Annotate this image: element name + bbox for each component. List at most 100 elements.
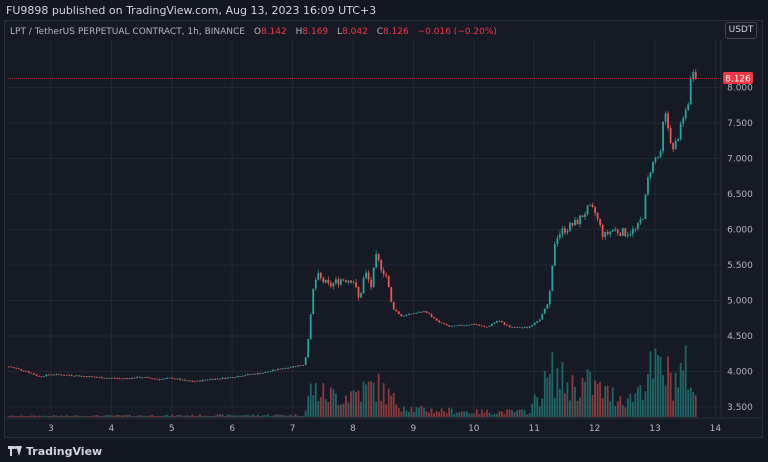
candle-body — [274, 369, 277, 371]
candle-body — [654, 157, 657, 162]
candle-body — [382, 270, 385, 275]
candle-body — [576, 219, 579, 225]
volume-bar — [264, 415, 267, 417]
candle-body — [639, 219, 642, 224]
volume-bar — [624, 407, 627, 417]
volume-bar — [121, 415, 123, 417]
y-tick-label: 3.500 — [727, 403, 753, 413]
volume-bar — [105, 415, 108, 417]
volume-bar — [256, 414, 259, 417]
volume-bar — [531, 403, 534, 417]
volume-bar — [569, 400, 571, 417]
candle-body — [178, 378, 181, 381]
candle-body — [143, 377, 146, 378]
candle-body — [15, 367, 18, 369]
volume-bar — [478, 414, 481, 417]
volume-bar — [216, 414, 219, 417]
candle-body — [596, 213, 599, 219]
volume-bar — [649, 351, 652, 417]
candle-body — [284, 367, 287, 369]
volume-bar — [548, 373, 551, 417]
tradingview-brand: TradingView — [26, 444, 103, 458]
volume-bar — [239, 415, 242, 417]
volume-bar — [226, 414, 229, 417]
volume-bar — [38, 415, 40, 417]
volume-bar — [334, 393, 337, 417]
candle-body — [7, 366, 10, 368]
candle-body — [254, 373, 257, 375]
candle-body — [460, 325, 463, 326]
candle-body — [694, 71, 697, 79]
volume-bar — [594, 380, 597, 417]
volume-bar — [201, 416, 204, 417]
candle-body — [493, 322, 496, 324]
candle-body — [488, 325, 491, 327]
tradingview-footer[interactable]: TradingView — [8, 443, 102, 459]
volume-bar — [292, 415, 295, 417]
volume-bar — [249, 415, 252, 417]
candle-body — [131, 377, 133, 379]
volume-bar — [458, 412, 461, 417]
volume-bar — [410, 407, 413, 417]
candle-body — [594, 207, 597, 214]
volume-bar — [584, 381, 586, 417]
volume-bar — [659, 356, 662, 417]
volume-bar — [543, 370, 546, 417]
candle-body — [402, 315, 405, 317]
volume-bar — [186, 415, 189, 417]
candle-body — [418, 311, 420, 313]
candle-body — [350, 280, 352, 283]
candle-body — [95, 377, 98, 378]
volume-bar — [526, 414, 529, 417]
candle-body — [108, 378, 111, 379]
candle-body — [428, 312, 430, 314]
candle-body — [158, 379, 161, 380]
candle-body — [387, 275, 390, 287]
candle-body — [334, 279, 337, 284]
candle-body — [574, 219, 576, 226]
candle-body — [85, 376, 88, 378]
volume-bar — [274, 414, 277, 417]
volume-bar — [297, 415, 300, 417]
price-axis: 8.000 7.500 7.000 6.500 6.000 5.500 5.000 4.500… — [727, 84, 753, 414]
volume-bar — [674, 373, 677, 417]
candle-body — [571, 222, 574, 226]
volume-bar — [146, 416, 149, 417]
candle-body — [498, 321, 501, 322]
x-tick-label: 6 — [229, 424, 235, 434]
volume-bar — [392, 392, 395, 417]
volume-bar — [473, 413, 476, 417]
candle-body — [161, 378, 164, 380]
volume-bar — [178, 415, 181, 417]
y-tick-label: 5.500 — [727, 261, 753, 271]
currency-button[interactable]: USDT — [725, 22, 757, 39]
candle-body — [20, 369, 23, 371]
candle-body — [262, 372, 264, 374]
candle-body — [27, 371, 30, 373]
volume-bar — [692, 392, 695, 417]
volume-bar — [571, 375, 574, 417]
volume-bar — [631, 402, 634, 417]
volume-bar — [68, 415, 71, 417]
volume-bar — [299, 416, 302, 417]
candle-body — [423, 311, 425, 313]
volume-bar — [229, 414, 232, 417]
volume-bar — [289, 414, 292, 417]
volume-bar — [284, 415, 287, 417]
candle-body — [329, 283, 332, 287]
candle-body — [478, 324, 481, 326]
candle-body — [65, 374, 68, 376]
volume-bar — [382, 383, 385, 417]
candle-body — [548, 290, 551, 305]
volume-bar — [111, 415, 113, 417]
candle-body — [73, 375, 76, 377]
candle-body — [352, 282, 355, 284]
volume-bar — [460, 411, 463, 417]
volume-bar — [25, 416, 28, 417]
volume-bar — [536, 397, 539, 417]
candle-body — [141, 377, 144, 379]
candle-body — [292, 366, 295, 368]
candle-body — [90, 376, 93, 378]
candle-body — [564, 228, 566, 233]
